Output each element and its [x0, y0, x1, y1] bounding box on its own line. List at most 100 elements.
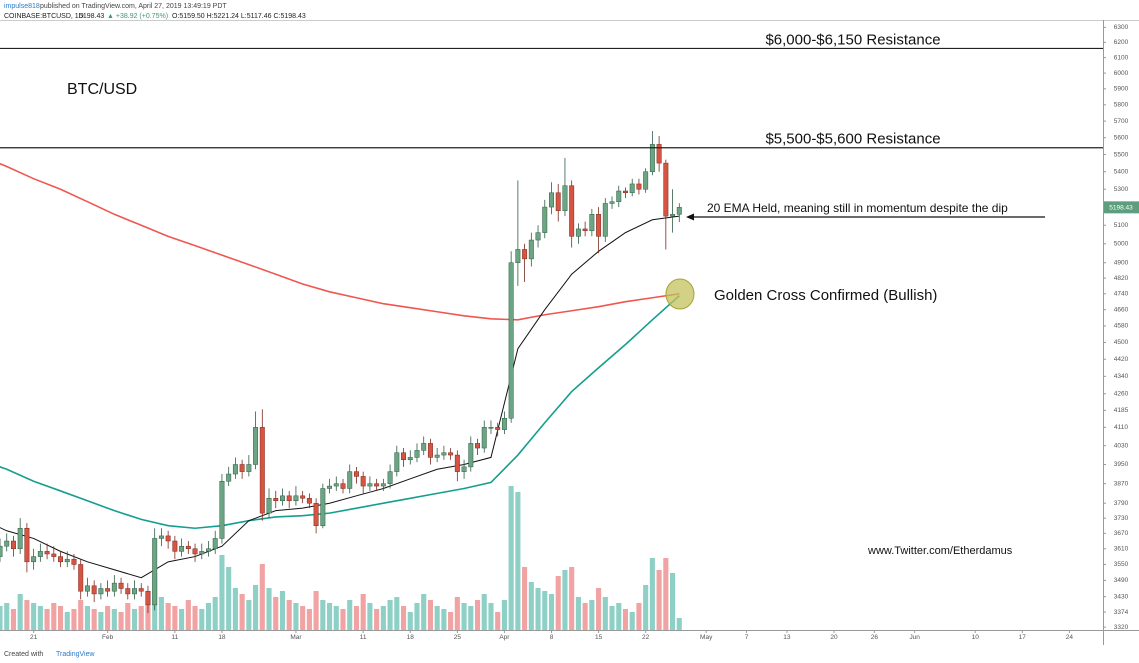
volume-bar	[266, 588, 272, 630]
volume-bar	[468, 606, 474, 630]
candle-body	[360, 476, 366, 487]
x-tick-label: 20	[830, 634, 838, 641]
volume-bar	[239, 594, 245, 630]
arrow-head	[686, 213, 694, 221]
ema-line	[0, 162, 680, 321]
volume-bar	[226, 567, 232, 630]
candle-body	[340, 483, 346, 489]
volume-bar	[17, 594, 23, 630]
candle-body	[266, 498, 272, 514]
ohlc: O:5159.50 H:5221.24 L:5117.46 C:5198.43	[172, 13, 306, 20]
volume-bar	[481, 594, 487, 630]
volume-bar	[158, 597, 164, 630]
y-tick-label: 6000	[1114, 70, 1129, 77]
candle-body	[602, 203, 608, 237]
candle-body	[98, 588, 104, 595]
volume-bar	[616, 603, 622, 630]
y-tick-label: 4110	[1114, 424, 1128, 431]
author[interactable]: impulse818	[4, 3, 40, 10]
candle-body	[111, 582, 117, 592]
candle-body	[138, 588, 144, 592]
volume-bar	[394, 597, 400, 630]
y-tick-label: 3670	[1114, 530, 1129, 537]
volume-bar	[172, 606, 178, 630]
volume-bar	[649, 558, 655, 630]
volume-bar	[320, 600, 326, 630]
candle-body	[320, 488, 326, 526]
candle-body	[535, 232, 541, 241]
y-tick-label: 4260	[1114, 390, 1129, 397]
candle-body	[84, 585, 90, 592]
candle-body	[206, 548, 211, 552]
candle-body	[105, 588, 111, 592]
candle-body	[670, 214, 676, 217]
volume-bar	[596, 588, 602, 630]
x-tick-label: Apr	[499, 634, 510, 641]
y-tick-label: 5000	[1114, 241, 1129, 248]
candle-body	[24, 527, 30, 563]
x-tick-label: Mar	[290, 634, 302, 641]
candle-body	[407, 457, 413, 461]
candle-body	[643, 171, 649, 190]
candle-body	[226, 473, 232, 482]
y-tick-label: 3430	[1114, 593, 1129, 600]
volume-bar	[105, 606, 111, 630]
y-tick-label: 5300	[1114, 186, 1129, 193]
candle-body	[495, 427, 501, 430]
x-tick-label: 8	[550, 634, 554, 641]
volume-bar	[4, 603, 10, 630]
last-price-box	[1104, 201, 1139, 214]
candle-body	[185, 545, 191, 550]
volume-bar	[71, 609, 77, 630]
y-tick-label: 6300	[1114, 24, 1129, 31]
volume-bar	[656, 570, 662, 630]
y-tick-label: 3950	[1114, 461, 1129, 468]
candle-body	[306, 498, 312, 504]
volume-bar	[555, 576, 561, 630]
candle-body	[528, 239, 534, 260]
candle-body	[91, 585, 97, 595]
candle-body	[44, 551, 50, 555]
candle-body	[51, 553, 57, 557]
x-tick-label: 17	[1019, 634, 1027, 641]
volume-bar	[367, 603, 373, 630]
volume-bar	[542, 591, 548, 630]
volume-bar	[495, 612, 501, 630]
footer-brand[interactable]: TradingView	[56, 651, 95, 658]
change: ▲ +38.92 (+0.75%)	[107, 13, 168, 20]
annotation: 20 EMA Held, meaning still in momentum d…	[707, 201, 1008, 215]
candle-body	[461, 466, 467, 472]
candle-body	[623, 190, 628, 194]
y-tick-label: 3550	[1114, 561, 1129, 568]
candle-body	[31, 556, 37, 563]
last-price-label: 5198.43	[1109, 205, 1133, 212]
chart-title: BTC/USD	[67, 81, 137, 98]
candle-body	[481, 427, 487, 449]
candle-body	[522, 249, 528, 260]
candle-body	[246, 464, 252, 472]
candle-body	[569, 185, 575, 237]
volume-bar	[629, 612, 635, 630]
x-tick-label: 18	[218, 634, 226, 641]
candle-body	[165, 535, 171, 542]
x-tick-label: 10	[972, 634, 980, 641]
candle-body	[394, 452, 400, 472]
volume-bar	[522, 567, 528, 630]
golden-cross-marker	[665, 278, 695, 310]
volume-bar	[84, 606, 90, 630]
y-tick-label: 3490	[1114, 577, 1129, 584]
candle-body	[132, 588, 137, 595]
candle-body	[192, 548, 198, 555]
y-tick-label: 3790	[1114, 500, 1129, 507]
volume-bar	[353, 606, 360, 630]
candle-body	[387, 471, 393, 484]
volume-bar	[421, 594, 427, 630]
candle-body	[549, 192, 554, 208]
volume-bar	[448, 612, 454, 630]
volume-bar	[57, 606, 64, 630]
volume-bar	[414, 603, 420, 630]
x-tick-label: 26	[871, 634, 879, 641]
volume-bar	[548, 594, 555, 630]
volume-bar	[474, 600, 481, 630]
volume-bar	[64, 612, 70, 630]
